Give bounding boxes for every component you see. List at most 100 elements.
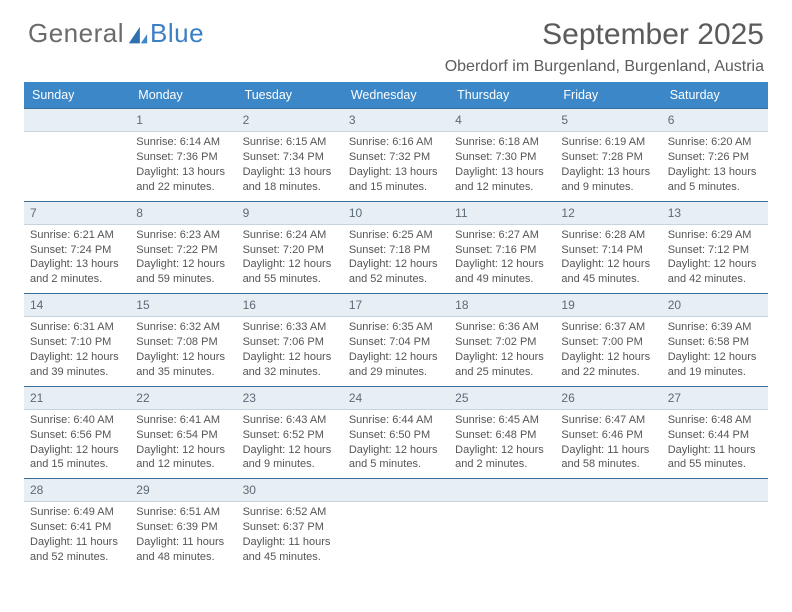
daylight-text: Daylight: 11 hours and 48 minutes.: [136, 535, 230, 565]
sunrise-text: Sunrise: 6:45 AM: [455, 413, 549, 428]
weekday-label: Sunday: [24, 82, 130, 108]
sunrise-text: Sunrise: 6:31 AM: [30, 320, 124, 335]
day-number: 25: [449, 386, 555, 410]
day-number: 1: [130, 108, 236, 132]
daylight-text: Daylight: 13 hours and 22 minutes.: [136, 165, 230, 195]
day-body: Sunrise: 6:43 AMSunset: 6:52 PMDaylight:…: [237, 410, 343, 478]
sunset-text: Sunset: 6:48 PM: [455, 428, 549, 443]
day-cell: 24Sunrise: 6:44 AMSunset: 6:50 PMDayligh…: [343, 386, 449, 479]
sunrise-text: Sunrise: 6:36 AM: [455, 320, 549, 335]
sunset-text: Sunset: 7:00 PM: [561, 335, 655, 350]
sunset-text: Sunset: 6:39 PM: [136, 520, 230, 535]
day-number: 16: [237, 293, 343, 317]
day-cell: 5Sunrise: 6:19 AMSunset: 7:28 PMDaylight…: [555, 108, 661, 201]
sunrise-text: Sunrise: 6:29 AM: [668, 228, 762, 243]
day-number: 4: [449, 108, 555, 132]
sunset-text: Sunset: 7:16 PM: [455, 243, 549, 258]
day-number: 2: [237, 108, 343, 132]
sunrise-text: Sunrise: 6:39 AM: [668, 320, 762, 335]
day-body: Sunrise: 6:15 AMSunset: 7:34 PMDaylight:…: [237, 132, 343, 200]
day-body: Sunrise: 6:37 AMSunset: 7:00 PMDaylight:…: [555, 317, 661, 385]
day-number: 7: [24, 201, 130, 225]
sunset-text: Sunset: 7:30 PM: [455, 150, 549, 165]
day-number: 26: [555, 386, 661, 410]
day-cell: 25Sunrise: 6:45 AMSunset: 6:48 PMDayligh…: [449, 386, 555, 479]
day-number: 5: [555, 108, 661, 132]
day-cell: [343, 478, 449, 571]
sunset-text: Sunset: 7:32 PM: [349, 150, 443, 165]
daylight-text: Daylight: 12 hours and 49 minutes.: [455, 257, 549, 287]
week-row: 1Sunrise: 6:14 AMSunset: 7:36 PMDaylight…: [24, 108, 768, 201]
day-cell: 15Sunrise: 6:32 AMSunset: 7:08 PMDayligh…: [130, 293, 236, 386]
day-number: [662, 478, 768, 502]
daylight-text: Daylight: 12 hours and 59 minutes.: [136, 257, 230, 287]
day-number: 3: [343, 108, 449, 132]
day-cell: 27Sunrise: 6:48 AMSunset: 6:44 PMDayligh…: [662, 386, 768, 479]
sunrise-text: Sunrise: 6:16 AM: [349, 135, 443, 150]
daylight-text: Daylight: 12 hours and 32 minutes.: [243, 350, 337, 380]
calendar: Sunday Monday Tuesday Wednesday Thursday…: [0, 82, 792, 571]
sunset-text: Sunset: 6:58 PM: [668, 335, 762, 350]
day-cell: 23Sunrise: 6:43 AMSunset: 6:52 PMDayligh…: [237, 386, 343, 479]
sunrise-text: Sunrise: 6:49 AM: [30, 505, 124, 520]
day-cell: [24, 108, 130, 201]
sunset-text: Sunset: 7:02 PM: [455, 335, 549, 350]
daylight-text: Daylight: 13 hours and 9 minutes.: [561, 165, 655, 195]
day-number: 23: [237, 386, 343, 410]
day-body: [24, 132, 130, 141]
daylight-text: Daylight: 11 hours and 55 minutes.: [668, 443, 762, 473]
day-cell: 11Sunrise: 6:27 AMSunset: 7:16 PMDayligh…: [449, 201, 555, 294]
day-body: [662, 502, 768, 511]
daylight-text: Daylight: 13 hours and 5 minutes.: [668, 165, 762, 195]
day-number: [555, 478, 661, 502]
day-cell: 9Sunrise: 6:24 AMSunset: 7:20 PMDaylight…: [237, 201, 343, 294]
sunset-text: Sunset: 7:28 PM: [561, 150, 655, 165]
day-number: 30: [237, 478, 343, 502]
day-number: 24: [343, 386, 449, 410]
day-body: Sunrise: 6:48 AMSunset: 6:44 PMDaylight:…: [662, 410, 768, 478]
day-number: [24, 108, 130, 132]
day-cell: 22Sunrise: 6:41 AMSunset: 6:54 PMDayligh…: [130, 386, 236, 479]
sunset-text: Sunset: 7:22 PM: [136, 243, 230, 258]
day-body: Sunrise: 6:41 AMSunset: 6:54 PMDaylight:…: [130, 410, 236, 478]
sunset-text: Sunset: 7:36 PM: [136, 150, 230, 165]
day-cell: 14Sunrise: 6:31 AMSunset: 7:10 PMDayligh…: [24, 293, 130, 386]
sunrise-text: Sunrise: 6:33 AM: [243, 320, 337, 335]
daylight-text: Daylight: 13 hours and 18 minutes.: [243, 165, 337, 195]
day-body: Sunrise: 6:44 AMSunset: 6:50 PMDaylight:…: [343, 410, 449, 478]
daylight-text: Daylight: 12 hours and 42 minutes.: [668, 257, 762, 287]
sunrise-text: Sunrise: 6:21 AM: [30, 228, 124, 243]
sunset-text: Sunset: 7:20 PM: [243, 243, 337, 258]
sunset-text: Sunset: 6:37 PM: [243, 520, 337, 535]
day-cell: 1Sunrise: 6:14 AMSunset: 7:36 PMDaylight…: [130, 108, 236, 201]
daylight-text: Daylight: 12 hours and 19 minutes.: [668, 350, 762, 380]
day-number: 6: [662, 108, 768, 132]
sunset-text: Sunset: 7:26 PM: [668, 150, 762, 165]
sunrise-text: Sunrise: 6:18 AM: [455, 135, 549, 150]
sunrise-text: Sunrise: 6:25 AM: [349, 228, 443, 243]
daylight-text: Daylight: 12 hours and 22 minutes.: [561, 350, 655, 380]
brand-logo: GeneralBlue: [28, 18, 204, 49]
day-cell: 17Sunrise: 6:35 AMSunset: 7:04 PMDayligh…: [343, 293, 449, 386]
sunrise-text: Sunrise: 6:27 AM: [455, 228, 549, 243]
day-body: Sunrise: 6:31 AMSunset: 7:10 PMDaylight:…: [24, 317, 130, 385]
sunrise-text: Sunrise: 6:32 AM: [136, 320, 230, 335]
daylight-text: Daylight: 12 hours and 55 minutes.: [243, 257, 337, 287]
sunset-text: Sunset: 6:50 PM: [349, 428, 443, 443]
day-number: 17: [343, 293, 449, 317]
day-number: 13: [662, 201, 768, 225]
day-cell: 6Sunrise: 6:20 AMSunset: 7:26 PMDaylight…: [662, 108, 768, 201]
sunset-text: Sunset: 6:46 PM: [561, 428, 655, 443]
day-body: Sunrise: 6:20 AMSunset: 7:26 PMDaylight:…: [662, 132, 768, 200]
day-number: 21: [24, 386, 130, 410]
day-body: Sunrise: 6:25 AMSunset: 7:18 PMDaylight:…: [343, 225, 449, 293]
daylight-text: Daylight: 12 hours and 52 minutes.: [349, 257, 443, 287]
sunrise-text: Sunrise: 6:52 AM: [243, 505, 337, 520]
day-number: [449, 478, 555, 502]
day-number: 19: [555, 293, 661, 317]
day-cell: 16Sunrise: 6:33 AMSunset: 7:06 PMDayligh…: [237, 293, 343, 386]
sunset-text: Sunset: 7:04 PM: [349, 335, 443, 350]
day-body: Sunrise: 6:27 AMSunset: 7:16 PMDaylight:…: [449, 225, 555, 293]
day-cell: 2Sunrise: 6:15 AMSunset: 7:34 PMDaylight…: [237, 108, 343, 201]
day-cell: [449, 478, 555, 571]
